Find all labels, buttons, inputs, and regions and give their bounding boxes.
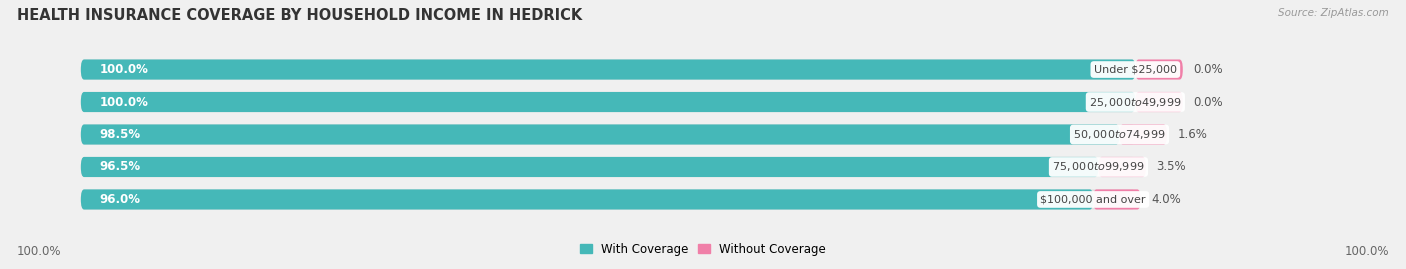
FancyBboxPatch shape	[82, 157, 1136, 177]
Text: $75,000 to $99,999: $75,000 to $99,999	[1052, 161, 1144, 174]
Text: 100.0%: 100.0%	[100, 95, 149, 108]
FancyBboxPatch shape	[82, 157, 1098, 177]
FancyBboxPatch shape	[1136, 59, 1182, 80]
FancyBboxPatch shape	[82, 189, 1136, 210]
FancyBboxPatch shape	[82, 125, 1119, 144]
Text: 100.0%: 100.0%	[1344, 245, 1389, 258]
FancyBboxPatch shape	[82, 125, 1136, 144]
Text: 3.5%: 3.5%	[1156, 161, 1187, 174]
FancyBboxPatch shape	[1098, 157, 1146, 177]
FancyBboxPatch shape	[82, 92, 1136, 112]
Text: 100.0%: 100.0%	[17, 245, 62, 258]
Text: 96.0%: 96.0%	[100, 193, 141, 206]
FancyBboxPatch shape	[82, 59, 1136, 80]
FancyBboxPatch shape	[82, 189, 1094, 210]
Text: Source: ZipAtlas.com: Source: ZipAtlas.com	[1278, 8, 1389, 18]
Text: 100.0%: 100.0%	[100, 63, 149, 76]
Text: 98.5%: 98.5%	[100, 128, 141, 141]
FancyBboxPatch shape	[1136, 92, 1182, 112]
Text: 96.5%: 96.5%	[100, 161, 141, 174]
Text: 0.0%: 0.0%	[1194, 95, 1223, 108]
FancyBboxPatch shape	[1119, 125, 1167, 144]
FancyBboxPatch shape	[82, 59, 1136, 80]
Text: HEALTH INSURANCE COVERAGE BY HOUSEHOLD INCOME IN HEDRICK: HEALTH INSURANCE COVERAGE BY HOUSEHOLD I…	[17, 8, 582, 23]
Text: $50,000 to $74,999: $50,000 to $74,999	[1073, 128, 1166, 141]
Text: $25,000 to $49,999: $25,000 to $49,999	[1090, 95, 1181, 108]
Text: 0.0%: 0.0%	[1194, 63, 1223, 76]
Text: Under $25,000: Under $25,000	[1094, 65, 1177, 75]
Text: 1.6%: 1.6%	[1178, 128, 1208, 141]
FancyBboxPatch shape	[82, 92, 1136, 112]
Legend: With Coverage, Without Coverage: With Coverage, Without Coverage	[575, 238, 831, 260]
Text: 4.0%: 4.0%	[1152, 193, 1181, 206]
FancyBboxPatch shape	[1094, 189, 1140, 210]
Text: $100,000 and over: $100,000 and over	[1040, 194, 1146, 204]
